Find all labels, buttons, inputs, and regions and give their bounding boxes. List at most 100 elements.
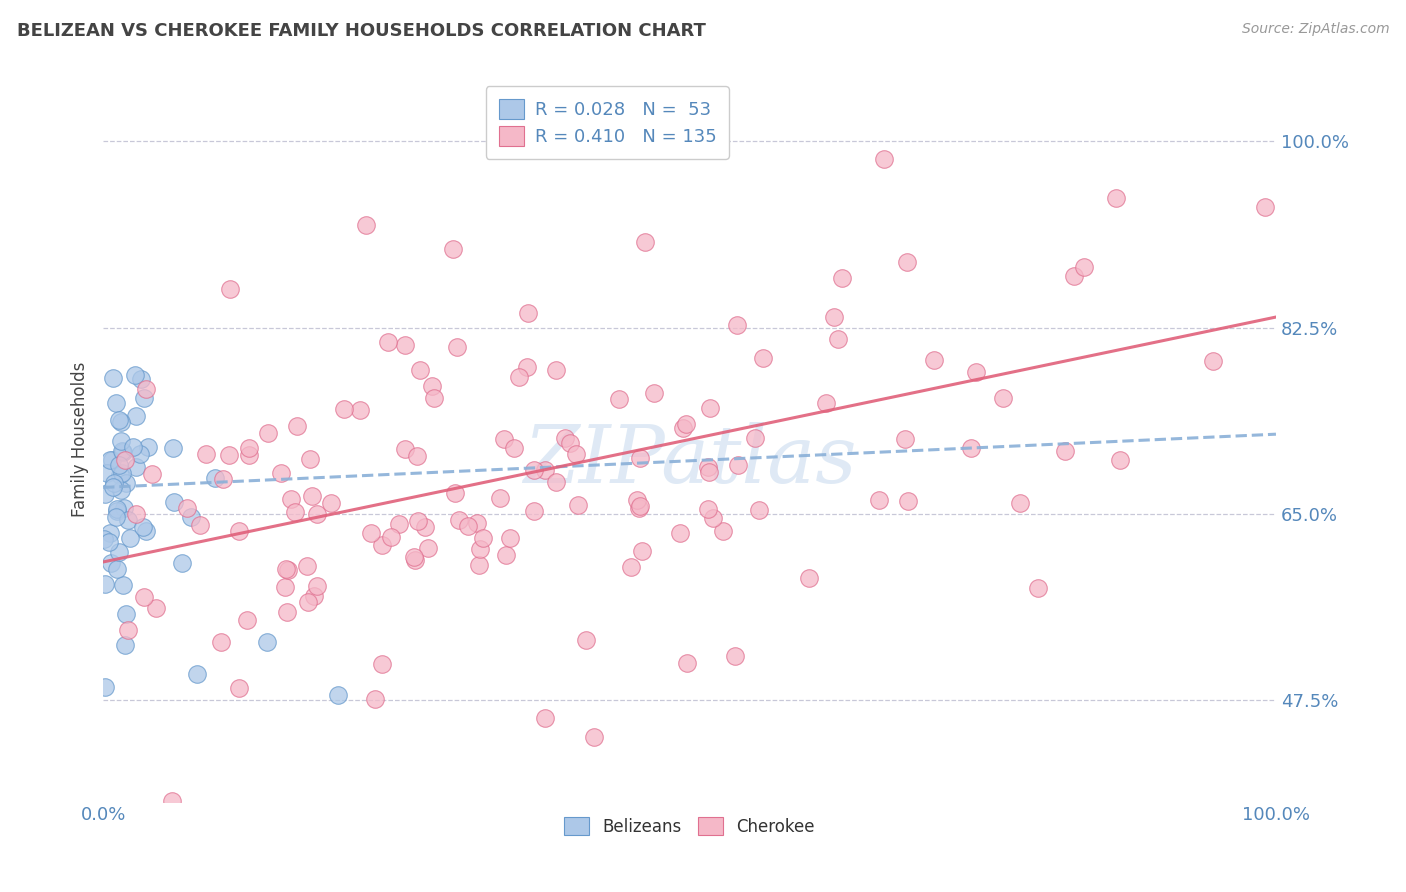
Point [423,391,446,405]
Point [326,688,349,702]
Point [115,607,138,622]
Point [894,432,917,446]
Point [101,480,124,494]
Point [121,440,143,454]
Point [107,545,129,559]
Point [628,451,651,466]
Point [277,563,299,577]
Point [257,426,280,441]
Point [228,524,250,538]
Point [370,538,392,552]
Point [97,535,120,549]
Point [495,548,517,562]
Point [377,335,399,350]
Point [180,510,202,524]
Point [370,657,392,671]
Point [627,501,650,516]
Point [896,255,918,269]
Point [468,558,491,573]
Point [112,578,135,592]
Point [991,391,1014,405]
Point [124,459,146,474]
Point [301,489,323,503]
Point [449,513,471,527]
Point [186,666,208,681]
Point [465,516,488,530]
Point [280,491,302,506]
Point [724,648,747,663]
Point [503,441,526,455]
Point [276,605,298,619]
Point [101,371,124,385]
Point [567,498,589,512]
Point [228,681,250,695]
Point [620,560,643,574]
Point [1053,443,1076,458]
Point [256,635,278,649]
Point [104,510,127,524]
Point [118,531,141,545]
Point [211,472,233,486]
Point [93,532,115,546]
Point [360,526,382,541]
Point [236,613,259,627]
Point [472,531,495,545]
Point [105,503,128,517]
Point [669,526,692,541]
Point [744,431,766,445]
Point [470,542,492,557]
Point [108,467,131,482]
Point [103,476,125,491]
Point [394,442,416,457]
Point [129,372,152,386]
Point [108,413,131,427]
Point [297,595,319,609]
Point [444,486,467,500]
Point [402,550,425,565]
Point [1254,201,1277,215]
Point [105,562,128,576]
Point [162,441,184,455]
Point [702,511,724,525]
Point [270,466,292,480]
Point [405,449,427,463]
Point [195,447,218,461]
Point [560,436,582,450]
Point [699,465,721,479]
Point [420,379,443,393]
Point [285,418,308,433]
Legend: Belizeans, Cherokee: Belizeans, Cherokee [555,808,824,844]
Point [388,517,411,532]
Point [634,235,657,249]
Point [574,633,596,648]
Point [626,492,648,507]
Point [319,496,342,510]
Point [831,270,853,285]
Point [110,434,132,448]
Point [238,441,260,455]
Point [492,432,515,446]
Point [565,447,588,461]
Point [523,463,546,477]
Point [354,219,377,233]
Point [1073,260,1095,274]
Point [105,502,128,516]
Point [304,589,326,603]
Point [418,541,440,555]
Point [960,442,983,456]
Point [117,512,139,526]
Point [176,501,198,516]
Y-axis label: Family Households: Family Households [72,362,89,517]
Text: Source: ZipAtlas.com: Source: ZipAtlas.com [1241,22,1389,37]
Point [797,571,820,585]
Point [132,519,155,533]
Point [711,524,734,538]
Point [725,318,748,332]
Point [897,494,920,508]
Point [274,580,297,594]
Text: ZIPatlas: ZIPatlas [523,423,856,500]
Point [209,635,232,649]
Point [546,363,568,377]
Point [868,493,890,508]
Point [1026,582,1049,596]
